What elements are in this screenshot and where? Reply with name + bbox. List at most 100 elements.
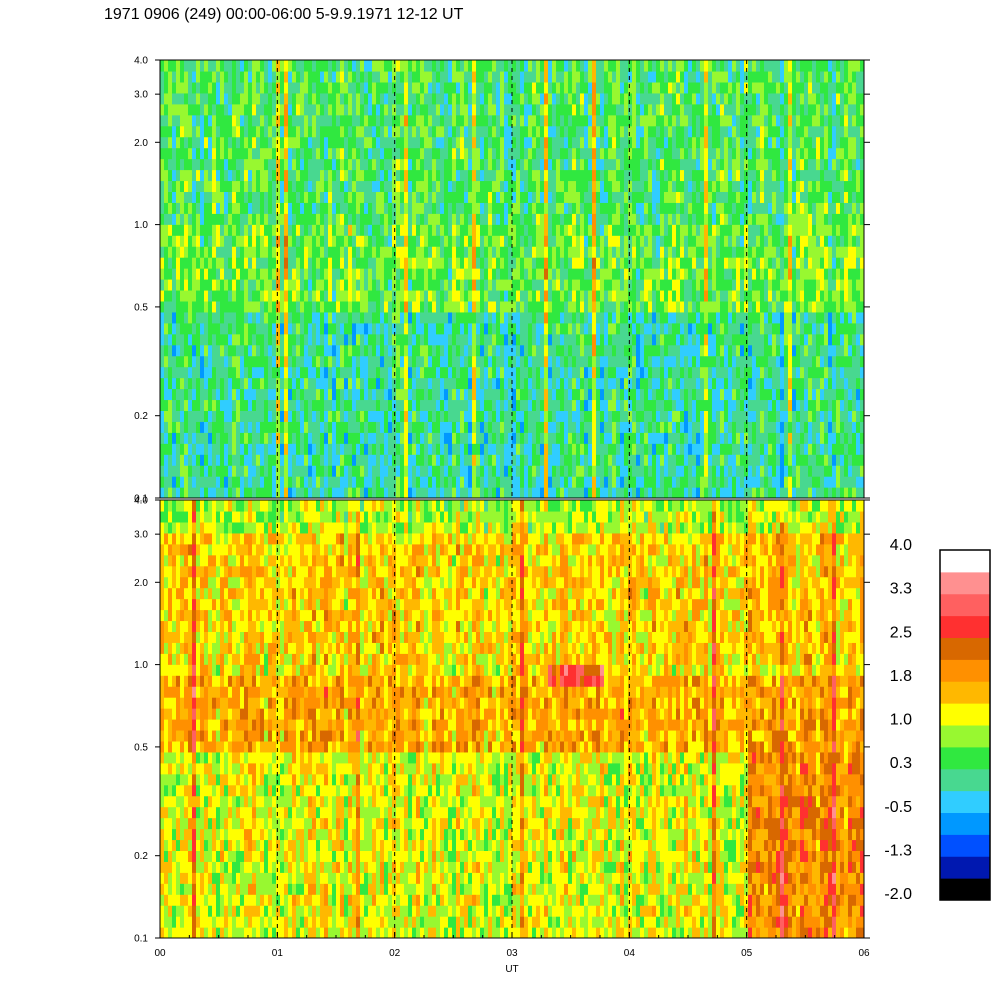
heatmap-cell — [276, 289, 281, 302]
heatmap-cell — [300, 388, 305, 401]
heatmap-cell — [264, 377, 269, 390]
heatmap-cell — [456, 125, 461, 138]
heatmap-cell — [196, 410, 201, 422]
heatmap-cell — [548, 70, 553, 83]
heatmap-cell — [612, 454, 617, 466]
heatmap-cell — [580, 136, 585, 149]
heatmap-cell — [192, 103, 197, 116]
heatmap-cell — [184, 136, 189, 149]
heatmap-cell — [508, 366, 513, 379]
heatmap-cell — [256, 125, 261, 138]
heatmap-cell — [268, 300, 273, 313]
heatmap-cell — [588, 344, 593, 357]
heatmap-cell — [304, 388, 309, 401]
heatmap-cell — [460, 125, 465, 138]
heatmap-cell — [576, 454, 581, 466]
heatmap-cell — [544, 377, 549, 390]
heatmap-cell — [216, 421, 221, 433]
heatmap-cell — [516, 246, 521, 258]
heatmap-cell — [496, 279, 501, 291]
heatmap-cell — [564, 344, 569, 357]
heatmap-cell — [616, 81, 621, 94]
heatmap-cell — [556, 311, 561, 324]
heatmap-cell — [628, 191, 633, 203]
heatmap-cell — [480, 235, 485, 247]
heatmap-cell — [340, 311, 345, 324]
heatmap-cell — [252, 454, 257, 466]
heatmap-cell — [524, 70, 529, 83]
heatmap-cell — [520, 191, 525, 203]
heatmap-cell — [220, 465, 225, 477]
heatmap-cell — [336, 333, 341, 346]
heatmap-cell — [340, 300, 345, 313]
heatmap-cell — [644, 268, 649, 280]
heatmap-cell — [332, 114, 337, 127]
heatmap-cell — [632, 300, 637, 313]
heatmap-cell — [628, 344, 633, 357]
heatmap-cell — [636, 322, 641, 335]
heatmap-cell — [656, 147, 661, 160]
heatmap-cell — [408, 322, 413, 335]
heatmap-cell — [344, 246, 349, 258]
heatmap-cell — [272, 169, 277, 182]
heatmap-cell — [392, 454, 397, 466]
heatmap-cell — [580, 81, 585, 94]
heatmap-cell — [508, 421, 513, 433]
heatmap-cell — [448, 279, 453, 291]
heatmap-cell — [452, 432, 457, 444]
heatmap-cell — [432, 410, 437, 422]
heatmap-cell — [420, 388, 425, 401]
heatmap-cell — [372, 257, 377, 269]
heatmap-cell — [228, 465, 233, 477]
heatmap-cell — [584, 92, 589, 105]
heatmap-cell — [368, 355, 373, 368]
heatmap-cell — [616, 125, 621, 138]
heatmap-cell — [280, 465, 285, 477]
heatmap-cell — [212, 191, 217, 203]
heatmap-cell — [564, 410, 569, 422]
heatmap-cell — [552, 388, 557, 401]
heatmap-cell — [512, 202, 517, 214]
heatmap-cell — [568, 410, 573, 422]
heatmap-cell — [428, 454, 433, 466]
heatmap-cell — [460, 333, 465, 346]
heatmap-cell — [624, 366, 629, 379]
heatmap-cell — [588, 191, 593, 203]
heatmap-cell — [328, 443, 333, 455]
heatmap-cell — [192, 125, 197, 138]
heatmap-cell — [364, 70, 369, 83]
heatmap-cell — [452, 60, 457, 72]
heatmap-cell — [644, 235, 649, 247]
heatmap-cell — [192, 180, 197, 192]
heatmap-cell — [256, 421, 261, 433]
heatmap-cell — [544, 202, 549, 214]
heatmap-cell — [488, 289, 493, 302]
heatmap-cell — [376, 257, 381, 269]
heatmap-cell — [332, 147, 337, 160]
heatmap-cell — [552, 103, 557, 116]
heatmap-cell — [416, 421, 421, 433]
heatmap-cell — [204, 60, 209, 72]
heatmap-cell — [612, 81, 617, 94]
heatmap-cell — [500, 92, 505, 105]
heatmap-cell — [348, 70, 353, 83]
heatmap-cell — [248, 366, 253, 379]
heatmap-cell — [572, 103, 577, 116]
heatmap-cell — [444, 289, 449, 302]
heatmap-cell — [284, 114, 289, 127]
heatmap-cell — [548, 366, 553, 379]
heatmap-cell — [512, 213, 517, 225]
heatmap-cell — [388, 191, 393, 203]
heatmap-cell — [216, 289, 221, 302]
heatmap-cell — [340, 257, 345, 269]
heatmap-cell — [220, 289, 225, 302]
heatmap-cell — [616, 300, 621, 313]
heatmap-cell — [316, 224, 321, 236]
heatmap-cell — [344, 476, 349, 488]
heatmap-cell — [296, 333, 301, 346]
heatmap-cell — [272, 377, 277, 390]
heatmap-cell — [488, 454, 493, 466]
heatmap-cell — [540, 92, 545, 105]
heatmap-cell — [552, 454, 557, 466]
heatmap-cell — [316, 257, 321, 269]
